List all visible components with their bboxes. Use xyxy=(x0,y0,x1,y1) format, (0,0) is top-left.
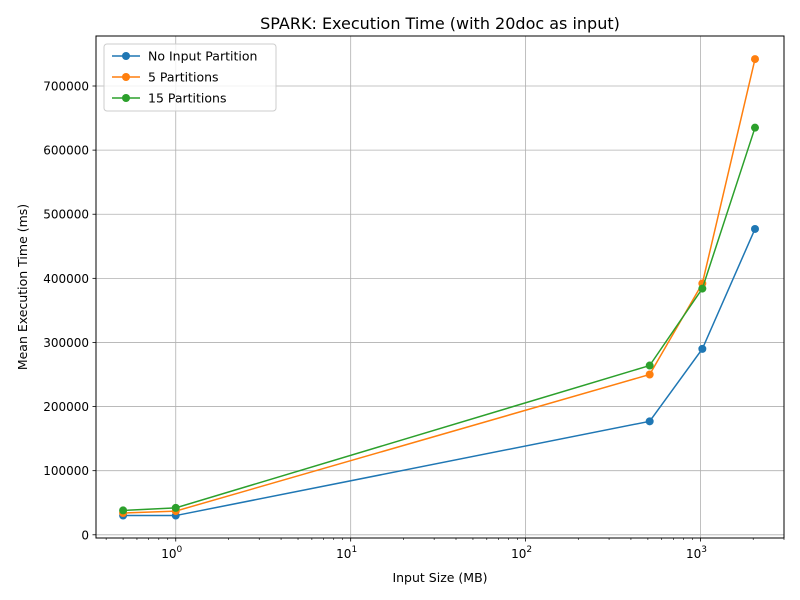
y-tick-label: 600000 xyxy=(43,144,89,158)
y-tick-label: 300000 xyxy=(43,336,89,350)
y-tick-label: 100000 xyxy=(43,464,89,478)
legend-label: 15 Partitions xyxy=(148,91,227,106)
data-point xyxy=(645,417,654,426)
grid xyxy=(96,36,784,538)
data-point xyxy=(750,55,759,64)
legend-swatch-marker xyxy=(122,52,130,60)
legend-box xyxy=(103,43,277,112)
data-point xyxy=(750,224,759,233)
y-tick-label: 200000 xyxy=(43,400,89,414)
legend-swatch-marker xyxy=(122,73,130,81)
legend-item: 5 Partitions xyxy=(112,70,219,85)
legend-item: 15 Partitions xyxy=(112,91,227,106)
series-3 xyxy=(119,123,759,515)
y-tick-label: 0 xyxy=(81,528,89,542)
data-point xyxy=(698,284,707,293)
data-point xyxy=(171,503,180,512)
x-tick-label: 101 xyxy=(336,545,357,561)
data-point xyxy=(645,361,654,370)
data-point xyxy=(119,506,128,515)
y-tick-label: 400000 xyxy=(43,272,89,286)
legend-label: No Input Partition xyxy=(148,49,257,64)
x-tick-label: 103 xyxy=(686,545,707,561)
y-axis-label: Mean Execution Time (ms) xyxy=(15,204,30,370)
legend: No Input Partition 5 Partitions 15 Partiti… xyxy=(103,43,277,112)
chart-title: SPARK: Execution Time (with 20doc as inp… xyxy=(260,14,620,33)
x-axis-label: Input Size (MB) xyxy=(392,570,487,585)
data-point xyxy=(698,344,707,353)
y-tick-label: 700000 xyxy=(43,80,89,94)
x-tick-label: 102 xyxy=(511,545,532,561)
y-axis-ticks: 0 100000 200000 300000 400000 500000 600000 700… xyxy=(43,80,96,542)
x-axis-ticks: 100 101 102 103 xyxy=(105,538,785,561)
y-tick-label: 500000 xyxy=(43,208,89,222)
plot-frame xyxy=(95,35,785,539)
legend-swatch-marker xyxy=(122,94,130,102)
series-layer xyxy=(119,55,759,520)
legend-item: No Input Partition xyxy=(112,49,257,64)
x-tick-label: 100 xyxy=(161,545,182,561)
data-point xyxy=(750,123,759,132)
data-point xyxy=(645,370,654,379)
legend-label: 5 Partitions xyxy=(148,70,219,85)
